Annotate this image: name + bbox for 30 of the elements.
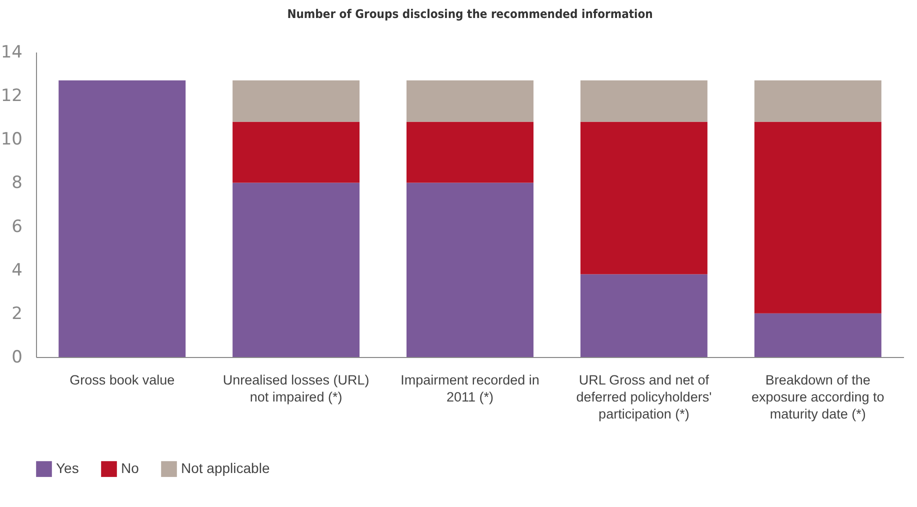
bar — [754, 80, 882, 122]
legend-label: Not applicable — [181, 460, 270, 476]
x-tick-label: Breakdown of the exposure according to maturity date (*) — [751, 372, 884, 422]
bar — [580, 274, 708, 357]
y-tick-label: 14 — [0, 42, 22, 62]
bar — [406, 122, 534, 183]
y-tick-label: 2 — [12, 304, 22, 324]
bar — [232, 122, 360, 183]
y-tick-label: 10 — [0, 130, 22, 150]
y-tick-label: 4 — [12, 260, 22, 280]
x-tick-label: Unrealised losses (URL) not impaired (*) — [222, 372, 370, 404]
y-tick-label: 12 — [0, 86, 22, 106]
chart-title: Number of Groups disclosing the recommended information — [287, 7, 653, 21]
bar — [754, 313, 882, 357]
legend-label: Yes — [56, 460, 79, 476]
y-tick-label: 8 — [12, 173, 22, 194]
bar — [58, 80, 186, 357]
bar — [580, 80, 708, 122]
bar — [406, 80, 534, 122]
legend-label: No — [121, 460, 140, 476]
y-tick-label: 0 — [12, 348, 22, 368]
bar — [232, 182, 360, 357]
y-tick-label: 6 — [12, 216, 22, 237]
x-tick-label: URL Gross and net of deferred policyholders' participation (*) — [576, 372, 712, 422]
bar — [406, 182, 534, 357]
bar — [754, 122, 882, 314]
bar — [580, 122, 708, 274]
bar — [232, 80, 360, 122]
x-tick-label: Gross book value — [70, 372, 175, 388]
x-tick-label: Impairment recorded in 2011 (*) — [400, 372, 540, 404]
